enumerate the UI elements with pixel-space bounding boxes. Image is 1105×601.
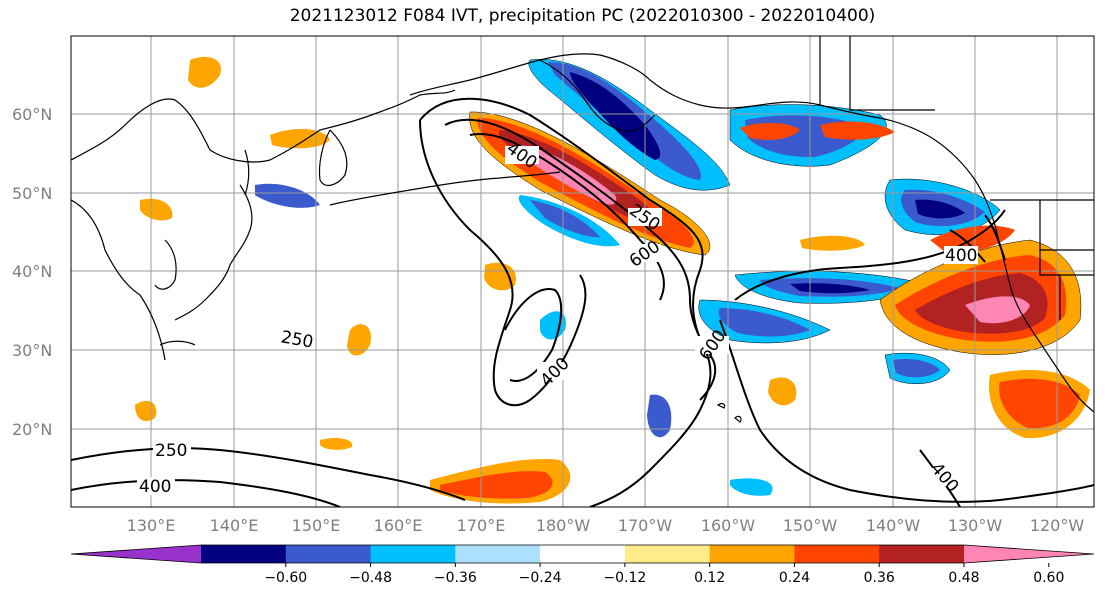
lat-label: 40°N	[12, 262, 52, 281]
colorbar-tick-label: −0.12	[603, 570, 646, 586]
colorbar: −0.60 −0.48 −0.36 −0.24 −0.12 0.12 0.24 0.36 0.4…	[70, 544, 1095, 586]
lon-label: 160°E	[374, 516, 423, 535]
colorbar-tick-label: −0.48	[349, 570, 392, 586]
colorbar-segment	[540, 545, 626, 563]
colorbar-tick-label: 0.24	[779, 570, 810, 586]
colorbar-tick-label: 0.48	[948, 570, 979, 586]
colorbar-tick-label: 0.36	[864, 570, 895, 586]
lon-label: 140°E	[210, 516, 259, 535]
ivt-contours	[71, 97, 1094, 507]
lon-label: 160°W	[701, 516, 756, 535]
lon-label: 130°E	[127, 516, 176, 535]
graticule	[71, 36, 1094, 507]
lon-label: 140°W	[866, 516, 921, 535]
coastlines	[71, 36, 1094, 423]
lat-label: 20°N	[12, 420, 52, 439]
colorbar-segment	[624, 545, 711, 563]
lat-label: 50°N	[12, 184, 52, 203]
map-frame	[70, 35, 1095, 508]
contour-label: 400	[139, 477, 171, 497]
map-title: 2021123012 F084 IVT, precipitation PC (2…	[289, 6, 876, 26]
colorbar-tick-label: −0.60	[264, 570, 307, 586]
colorbar-tick-label: 0.12	[694, 570, 725, 586]
colorbar-tick-label: −0.36	[434, 570, 477, 586]
colorbar-segment	[201, 545, 287, 563]
colorbar-extension-min	[71, 545, 201, 563]
colorbar-outline	[70, 544, 1095, 564]
colorbar-segment	[370, 545, 456, 563]
lat-label: 60°N	[12, 105, 52, 124]
lon-label: 170°W	[618, 516, 673, 535]
lon-label: 150°W	[783, 516, 838, 535]
lon-label: 120°W	[1030, 516, 1085, 535]
lon-label: 180°W	[536, 516, 591, 535]
contour-label: 400	[945, 246, 977, 266]
colorbar-segment	[879, 545, 965, 563]
colorbar-extension-max	[964, 545, 1094, 563]
colorbar-tick-label: −0.24	[519, 570, 562, 586]
contour-label: 250	[155, 441, 187, 461]
latitude-labels: 60°N 50°N 40°N 30°N 20°N	[12, 105, 52, 439]
lat-label: 30°N	[12, 341, 52, 360]
colorbar-tick-label: 0.60	[1033, 570, 1064, 586]
colorbar-segment	[455, 545, 541, 563]
lon-label: 170°E	[457, 516, 506, 535]
colorbar-segment	[285, 545, 372, 563]
lon-label: 130°W	[948, 516, 1003, 535]
colorbar-segment	[709, 545, 795, 563]
colorbar-segment	[794, 545, 880, 563]
longitude-labels: 130°E 140°E 150°E 160°E 170°E 180°W 170°…	[127, 516, 1085, 535]
lon-label: 150°E	[292, 516, 341, 535]
